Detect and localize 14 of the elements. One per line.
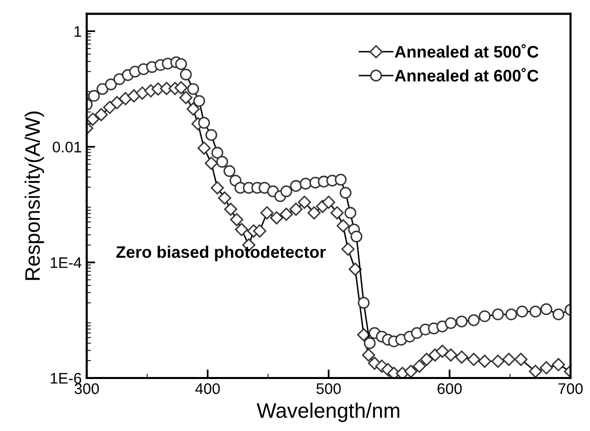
x-tick-label: 600 <box>438 383 462 394</box>
x-axis-title: Wavelength/nm <box>256 402 400 422</box>
y-tick-label: 1 <box>74 26 82 37</box>
y-tick-label: 1E-4 <box>50 257 82 268</box>
annotation: Zero biased photodetector <box>116 246 326 262</box>
x-tick-label: 700 <box>558 383 583 394</box>
y-tick-label: 1E-6 <box>50 372 82 384</box>
x-tick-label: 500 <box>316 383 341 394</box>
x-tick-label: 300 <box>74 383 99 394</box>
y-tick-label: 0.01 <box>52 142 82 152</box>
y-axis-title: Responsivity(A/W) <box>24 112 44 280</box>
legend-label: Annealed at 600˚C <box>394 68 538 82</box>
legend-label: Annealed at 500˚C <box>394 44 538 58</box>
x-tick-label: 400 <box>195 383 220 394</box>
